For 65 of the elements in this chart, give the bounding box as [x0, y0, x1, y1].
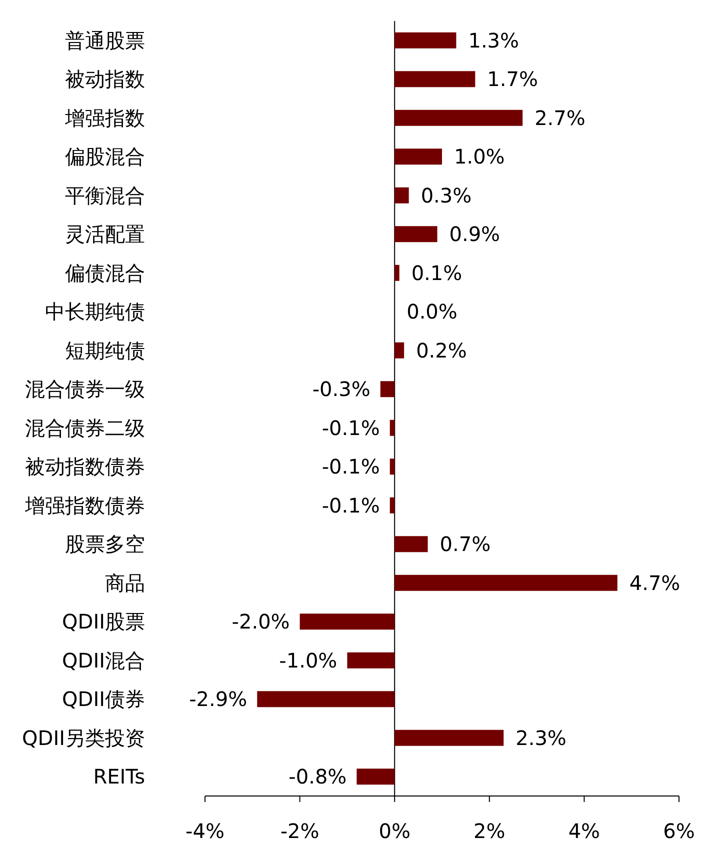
- data-label: 1.0%: [454, 144, 505, 169]
- bar: [394, 730, 504, 746]
- bar: [380, 381, 395, 398]
- y-tick-label: 普通股票: [65, 28, 145, 52]
- data-label: -1.0%: [279, 648, 338, 672]
- bar: [394, 264, 400, 281]
- x-tick-label: -2%: [280, 819, 320, 843]
- bar: [394, 71, 476, 88]
- bar: [390, 497, 395, 514]
- data-label: -0.1%: [322, 416, 380, 440]
- bar: [394, 226, 438, 242]
- x-tick-label: 4%: [568, 819, 600, 843]
- y-tick-label: 增强指数: [64, 106, 145, 130]
- y-tick-label: 平衡混合: [65, 183, 145, 208]
- data-label: 2.7%: [534, 106, 586, 130]
- data-label: 0.0%: [406, 300, 458, 324]
- x-tick-label: 2%: [474, 819, 506, 843]
- bar: [394, 187, 409, 204]
- data-label: 1.3%: [468, 28, 520, 52]
- y-tick-label: QDII混合: [62, 648, 145, 672]
- data-label: -2.0%: [232, 610, 290, 634]
- y-tick-label: 中长期纯债: [45, 300, 145, 324]
- y-tick-label: 偏债混合: [65, 260, 145, 285]
- bar: [394, 574, 618, 591]
- y-tick-label: 混合债券一级: [25, 377, 145, 402]
- y-tick-label: 被动指数债券: [25, 454, 145, 479]
- y-tick-label: QDII股票: [62, 610, 145, 634]
- y-tick-label: 混合债券二级: [25, 416, 145, 440]
- bar: [394, 148, 442, 165]
- data-label: 0.2%: [416, 338, 467, 362]
- bar: [300, 614, 395, 630]
- bar: [356, 768, 395, 785]
- bar: [394, 342, 404, 358]
- y-tick-label: QDII另类投资: [22, 726, 145, 750]
- bar: [394, 536, 428, 552]
- y-tick-label: 被动指数: [65, 67, 145, 92]
- data-label: -0.8%: [288, 764, 347, 789]
- data-label: 0.9%: [449, 222, 500, 246]
- x-tick-label: 6%: [663, 819, 695, 843]
- data-label: -0.1%: [322, 493, 380, 518]
- bar: [390, 458, 395, 475]
- data-label: 0.3%: [420, 183, 472, 208]
- data-label: 0.7%: [440, 532, 491, 556]
- data-label: 2.3%: [516, 726, 566, 750]
- bar: [257, 691, 395, 708]
- y-tick-label: REITs: [93, 764, 145, 789]
- y-tick-label: 短期纯债: [65, 338, 145, 362]
- data-label: -0.1%: [322, 454, 380, 479]
- y-tick-label: 商品: [105, 570, 145, 595]
- y-tick-label: 偏股混合: [65, 144, 145, 169]
- data-label: -0.3%: [312, 377, 370, 402]
- bar: [347, 652, 395, 668]
- x-tick-label: -4%: [186, 819, 224, 843]
- x-tick-label: 0%: [378, 819, 410, 843]
- data-label: 0.1%: [411, 260, 462, 285]
- bar: [394, 32, 456, 48]
- y-tick-label: 股票多空: [65, 532, 145, 556]
- data-label: 1.7%: [487, 67, 538, 92]
- data-label: 4.7%: [629, 570, 680, 595]
- y-tick-label: 增强指数债券: [24, 493, 145, 518]
- data-label: -2.9%: [189, 687, 248, 712]
- y-tick-label: QDII债券: [62, 687, 145, 712]
- y-tick-label: 灵活配置: [65, 222, 145, 246]
- bar: [390, 420, 395, 436]
- bar: [394, 110, 523, 126]
